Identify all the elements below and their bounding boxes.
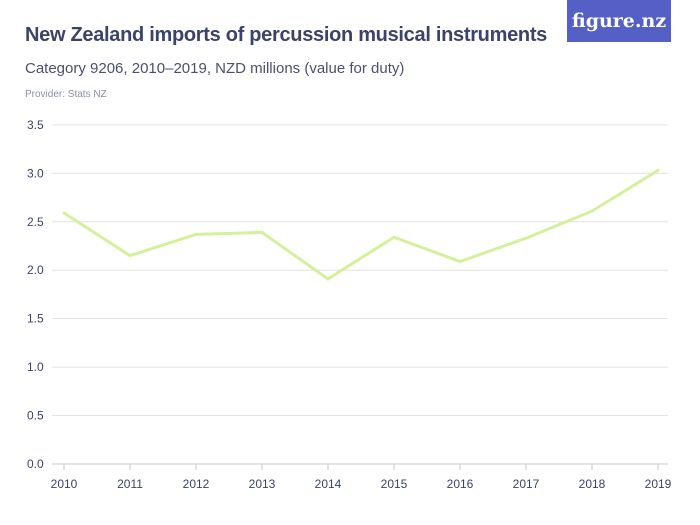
- x-tick-label: 2011: [117, 477, 143, 491]
- x-tick-label: 2019: [645, 477, 672, 491]
- x-tick-label: 2017: [513, 477, 540, 491]
- data-point[interactable]: [62, 211, 66, 215]
- y-tick-label: 1.5: [27, 312, 44, 326]
- x-tick-label: 2015: [381, 477, 408, 491]
- y-tick-label: 3.5: [27, 118, 44, 132]
- chart-subtitle: Category 9206, 2010–2019, NZD millions (…: [25, 60, 405, 77]
- x-tick-label: 2016: [447, 477, 474, 491]
- data-point[interactable]: [524, 236, 528, 240]
- y-tick-label: 0.5: [27, 409, 44, 423]
- data-point[interactable]: [326, 277, 330, 281]
- data-point[interactable]: [392, 235, 396, 239]
- x-tick-label: 2013: [249, 477, 276, 491]
- data-point[interactable]: [656, 168, 660, 172]
- x-tick-label: 2014: [315, 477, 342, 491]
- chart-title: New Zealand imports of percussion musica…: [25, 24, 548, 46]
- x-tick-label: 2012: [183, 477, 210, 491]
- data-point[interactable]: [260, 230, 264, 234]
- x-tick-label: 2018: [579, 477, 606, 491]
- data-point[interactable]: [458, 259, 462, 263]
- data-point[interactable]: [590, 209, 594, 213]
- y-tick-label: 2.0: [27, 263, 44, 277]
- y-tick-label: 2.5: [27, 215, 44, 229]
- y-tick-label: 0.0: [27, 457, 44, 471]
- provider-label: Provider: Stats NZ: [25, 89, 107, 100]
- x-tick-label: 2010: [51, 477, 78, 491]
- y-tick-label: 1.0: [27, 360, 44, 374]
- data-point[interactable]: [128, 254, 132, 258]
- y-tick-label: 3.0: [27, 166, 44, 180]
- figure-nz-logo[interactable]: figure.nz: [567, 0, 671, 42]
- series-line: [63, 169, 659, 281]
- data-point[interactable]: [194, 232, 198, 236]
